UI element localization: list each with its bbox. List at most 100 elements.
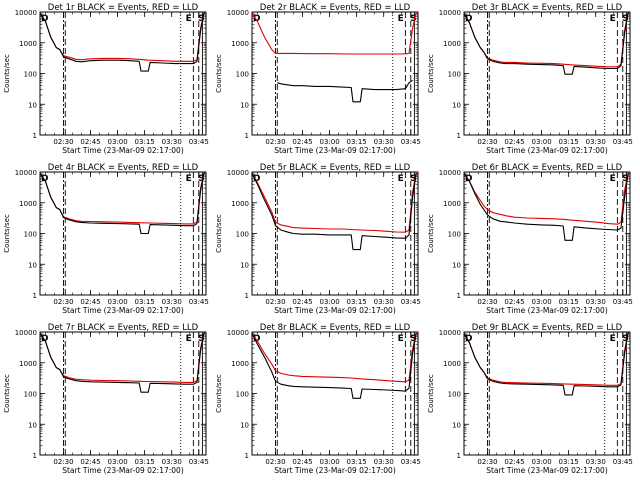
x-tick-label: 02:45 [504, 298, 524, 306]
marker-d-label: D [465, 14, 472, 24]
events-series-line [251, 173, 417, 251]
detector-panel: Det 6r BLACK = Events, RED = LLD 1 10 100 10… [427, 163, 633, 315]
y-tick-label: 100 [236, 231, 249, 239]
y-tick-label: 1000 [19, 360, 37, 368]
y-tick-label: 100 [24, 391, 37, 399]
y-axis-label: Counts/sec [215, 54, 223, 93]
y-tick-label: 10 [240, 261, 249, 269]
y-tick-label: 10000 [439, 329, 461, 337]
x-tick-label: 03:30 [162, 298, 182, 306]
events-series-line [463, 173, 629, 241]
y-tick-label: 1000 [19, 200, 37, 208]
lld-series-line [39, 11, 205, 62]
x-tick-label: 03:15 [559, 298, 579, 306]
events-series-line [463, 11, 629, 75]
marker-e-label: E [186, 174, 192, 184]
marker-d-label: D [465, 174, 472, 184]
marker-d-label: D [253, 174, 260, 184]
panel-title: Det 7r BLACK = Events, RED = LLD [48, 323, 199, 333]
x-tick-label: 03:45 [401, 458, 421, 466]
y-tick-label: 100 [236, 71, 249, 79]
x-tick-label: 02:30 [477, 298, 497, 306]
y-tick-label: 100 [448, 71, 461, 79]
marker-s-label: S [198, 334, 204, 344]
y-tick-label: 100 [448, 391, 461, 399]
panel-title: Det 6r BLACK = Events, RED = LLD [472, 163, 623, 173]
marker-e-label: E [398, 174, 404, 184]
x-tick-label: 02:30 [477, 138, 497, 146]
events-series-line [39, 331, 205, 393]
y-tick-label: 100 [24, 71, 37, 79]
y-axis-label: Counts/sec [3, 374, 11, 413]
x-tick-label: 02:45 [80, 138, 100, 146]
lld-series-line [251, 11, 417, 55]
x-tick-label: 02:45 [504, 138, 524, 146]
x-tick-label: 03:00 [319, 298, 339, 306]
x-tick-label: 02:45 [292, 458, 312, 466]
x-tick-label: 02:45 [504, 458, 524, 466]
x-tick-label: 03:30 [162, 458, 182, 466]
x-tick-label: 03:00 [319, 458, 339, 466]
marker-e-label: E [186, 14, 192, 24]
x-tick-label: 03:15 [135, 458, 155, 466]
x-tick-label: 03:15 [135, 138, 155, 146]
y-tick-label: 1 [33, 452, 37, 460]
marker-d-label: D [253, 334, 260, 344]
x-tick-label: 02:30 [53, 458, 73, 466]
marker-s-label: S [410, 174, 416, 184]
y-axis-label: Counts/sec [215, 374, 223, 413]
x-tick-label: 03:45 [613, 298, 633, 306]
lld-series-line [251, 331, 417, 383]
x-axis-label: Start Time (23-Mar-09 02:17:00) [486, 306, 608, 315]
lld-series-line [463, 331, 629, 386]
x-tick-label: 03:15 [347, 298, 367, 306]
y-tick-label: 1000 [231, 360, 249, 368]
detector-panel: Det 4r BLACK = Events, RED = LLD 1 10 100 10… [3, 163, 209, 315]
x-axis-label: Start Time (23-Mar-09 02:17:00) [274, 146, 396, 155]
y-tick-label: 10000 [15, 169, 37, 177]
panel-title: Det 1r BLACK = Events, RED = LLD [48, 3, 199, 13]
x-tick-label: 03:00 [107, 138, 127, 146]
y-tick-label: 1 [33, 132, 37, 140]
lld-series-line [463, 171, 629, 225]
x-tick-label: 03:15 [347, 458, 367, 466]
x-tick-label: 03:30 [586, 458, 606, 466]
x-axis-label: Start Time (23-Mar-09 02:17:00) [62, 306, 184, 315]
x-tick-label: 03:00 [107, 298, 127, 306]
events-series-line [277, 79, 413, 103]
y-axis-label: Counts/sec [3, 214, 11, 253]
y-tick-label: 1 [457, 132, 461, 140]
y-tick-label: 10000 [15, 329, 37, 337]
y-axis-label: Counts/sec [427, 374, 435, 413]
y-tick-label: 1000 [443, 40, 461, 48]
x-tick-label: 02:45 [80, 458, 100, 466]
x-tick-label: 03:45 [189, 298, 209, 306]
marker-e-label: E [398, 334, 404, 344]
x-tick-label: 03:30 [162, 138, 182, 146]
panel-title: Det 3r BLACK = Events, RED = LLD [472, 3, 623, 13]
y-axis-label: Counts/sec [427, 214, 435, 253]
y-axis-label: Counts/sec [3, 54, 11, 93]
marker-d-label: D [253, 14, 260, 24]
x-axis-label: Start Time (23-Mar-09 02:17:00) [62, 466, 184, 475]
y-tick-label: 1000 [231, 200, 249, 208]
x-tick-label: 03:30 [374, 458, 394, 466]
marker-e-label: E [610, 174, 616, 184]
y-tick-label: 10 [452, 261, 461, 269]
y-tick-label: 10 [28, 261, 37, 269]
y-tick-label: 1 [457, 292, 461, 300]
marker-d-label: D [41, 334, 48, 344]
x-tick-label: 03:45 [401, 298, 421, 306]
y-tick-label: 10 [452, 421, 461, 429]
x-tick-label: 02:30 [265, 458, 285, 466]
y-tick-label: 10000 [227, 329, 249, 337]
y-tick-label: 10 [240, 421, 249, 429]
lld-series-line [39, 171, 205, 225]
y-tick-label: 10 [452, 101, 461, 109]
y-tick-label: 1000 [443, 360, 461, 368]
marker-d-label: D [41, 14, 48, 24]
x-axis-label: Start Time (23-Mar-09 02:17:00) [486, 146, 608, 155]
detector-panel: Det 1r BLACK = Events, RED = LLD 1 10 100 10… [3, 3, 209, 155]
events-series-line [39, 171, 205, 235]
marker-s-label: S [198, 174, 204, 184]
